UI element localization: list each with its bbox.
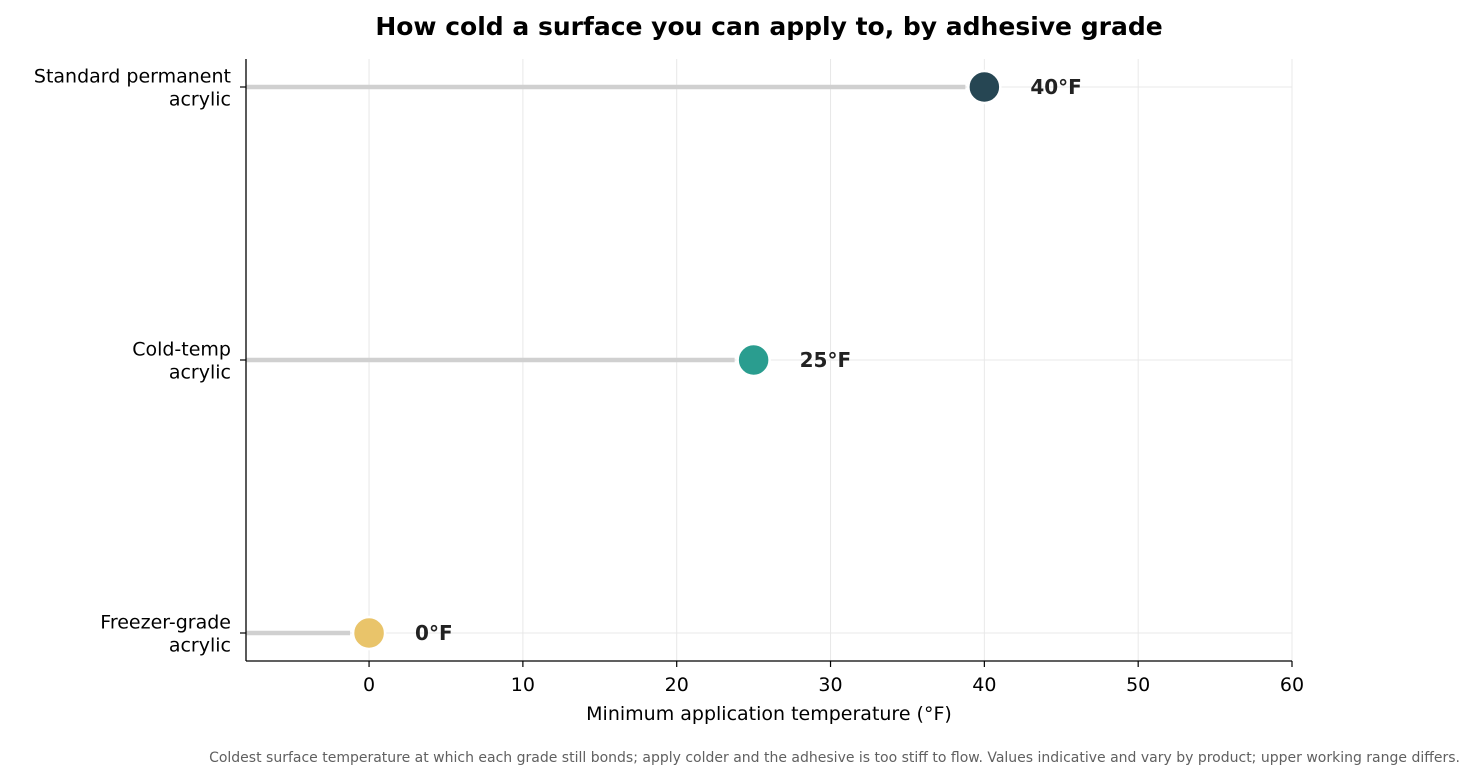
value-label: 25°F [800, 348, 852, 372]
value-label: 40°F [1030, 75, 1082, 99]
y-tick-label: Freezer-grade acrylic [100, 612, 231, 657]
x-tick-layer: 0 10 20 30 40 50 60 [363, 661, 1304, 696]
x-axis-label: Minimum application temperature (°F) [586, 703, 952, 725]
dot-layer [351, 69, 1002, 651]
lollipop-dot [351, 615, 387, 651]
chart-footnote: Coldest surface temperature at which eac… [209, 750, 1460, 766]
lollipop-dot [967, 69, 1002, 105]
y-tick-layer: Standard permanent acrylic Cold-temp acryli… [34, 66, 246, 657]
y-tick-label: Standard permanent acrylic [34, 66, 231, 111]
stem-layer [246, 84, 966, 636]
x-tick-label: 30 [818, 674, 842, 696]
label-layer: 40°F 25°F 0°F [415, 75, 1082, 645]
value-label: 0°F [415, 621, 453, 645]
chart-title: How cold a surface you can apply to, by … [375, 12, 1162, 41]
x-tick-label: 0 [363, 674, 375, 696]
x-tick-label: 10 [511, 674, 535, 696]
x-tick-label: 60 [1280, 674, 1304, 696]
y-tick-label: Cold-temp acrylic [132, 339, 231, 384]
x-tick-label: 40 [972, 674, 996, 696]
x-tick-label: 20 [665, 674, 689, 696]
x-tick-label: 50 [1126, 674, 1150, 696]
lollipop-dot [736, 342, 771, 378]
